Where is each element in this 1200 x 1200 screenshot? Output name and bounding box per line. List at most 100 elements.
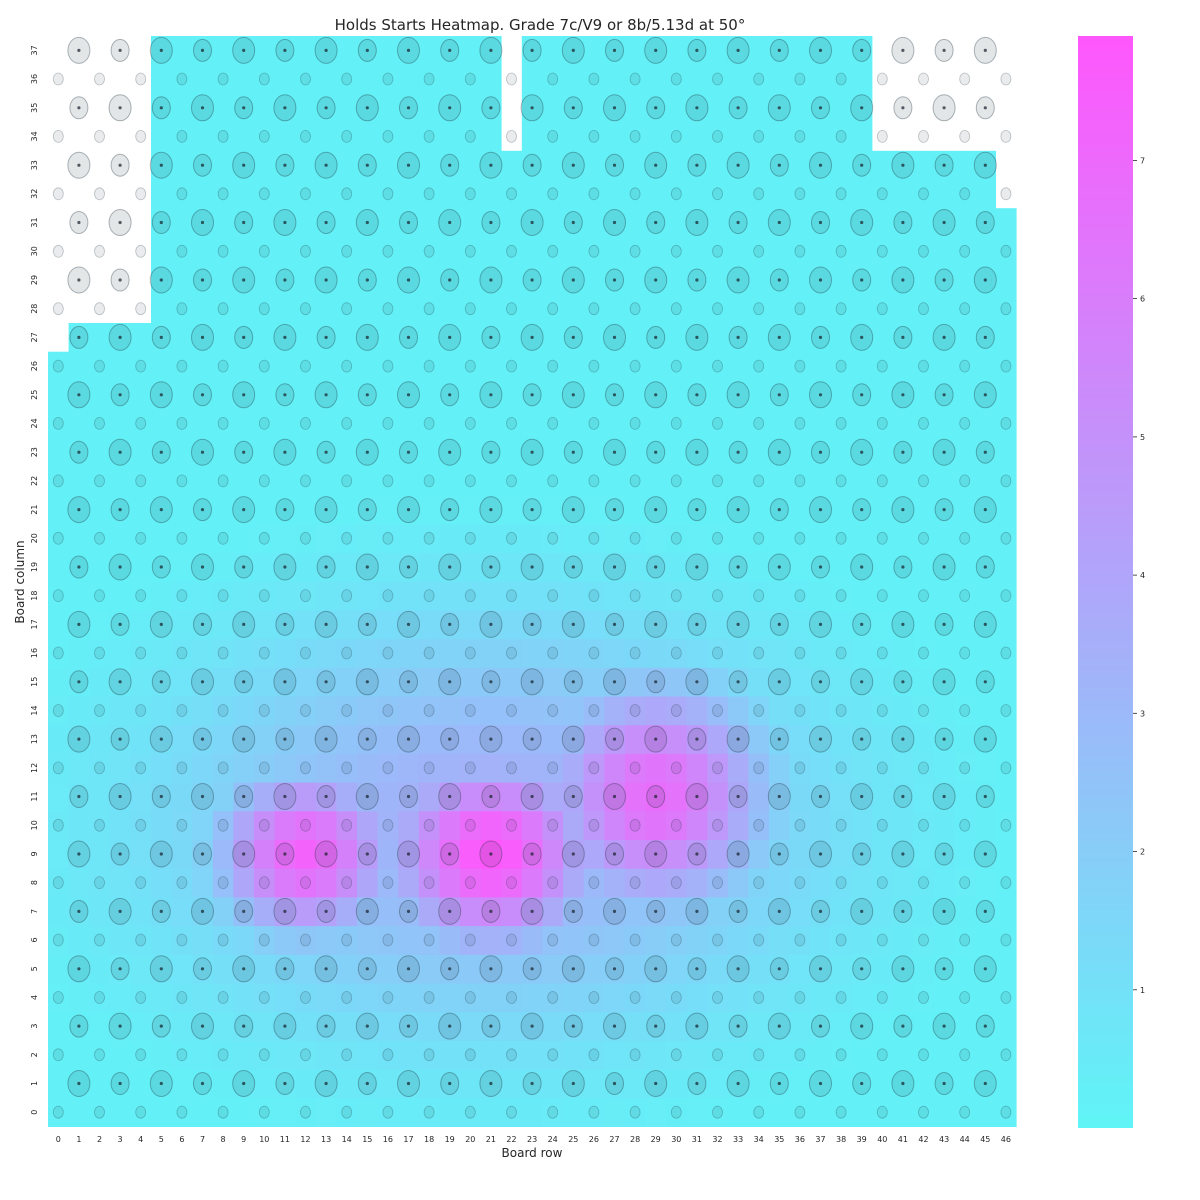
- heatmap-cell: [563, 581, 584, 611]
- foothold-icon: [176, 991, 188, 1004]
- foothold-icon: [588, 991, 600, 1004]
- hold-bolt-icon: [283, 450, 287, 454]
- foothold-icon: [217, 933, 229, 947]
- heatmap-cell: [954, 294, 976, 324]
- heatmap-cell: [480, 179, 502, 209]
- heatmap-cell: [501, 1011, 523, 1041]
- foothold-icon: [712, 359, 723, 373]
- foothold-icon: [629, 1105, 641, 1119]
- hold-bolt-icon: [324, 335, 328, 339]
- heatmap-cell: [439, 179, 461, 209]
- heatmap-cell: [274, 1040, 296, 1070]
- heatmap-cell: [151, 868, 172, 898]
- hold-bolt-icon: [77, 1081, 81, 1086]
- hold-bolt-icon: [200, 393, 205, 397]
- heatmap-cell: [624, 724, 646, 754]
- heatmap-cell: [48, 610, 69, 640]
- hold-bolt-icon: [118, 1024, 122, 1028]
- heatmap-cell: [583, 724, 605, 754]
- heatmap-cell: [995, 466, 1017, 496]
- heatmap-cell: [954, 552, 976, 582]
- heatmap-cell: [583, 523, 605, 553]
- heatmap-cell: [418, 925, 440, 955]
- foothold-icon: [258, 933, 270, 947]
- heatmap-cell: [769, 983, 790, 1013]
- heatmap-cell: [89, 839, 111, 869]
- hold-bolt-icon: [324, 852, 328, 856]
- heatmap-cell: [295, 495, 317, 525]
- heatmap-cell: [748, 409, 770, 439]
- heatmap-cell: [686, 868, 708, 898]
- hold-bolt-icon: [983, 1024, 987, 1028]
- x-tick-label: 33: [733, 1135, 743, 1144]
- heatmap-cell: [439, 1040, 461, 1070]
- heatmap-cell: [542, 839, 564, 869]
- heatmap-cell: [748, 64, 770, 94]
- heatmap-cell: [563, 753, 584, 783]
- heatmap-cell: [913, 581, 935, 611]
- hold-bolt-icon: [654, 393, 658, 397]
- foothold-icon: [753, 244, 765, 258]
- heatmap-cell: [192, 638, 214, 668]
- heatmap-cell: [171, 552, 193, 582]
- hold-bolt-icon: [654, 794, 658, 799]
- heatmap-cell: [460, 983, 481, 1013]
- heatmap-cell: [439, 638, 461, 668]
- foothold-icon: [423, 187, 435, 201]
- heatmap-cell: [171, 1040, 193, 1070]
- heatmap-cell: [769, 294, 790, 324]
- heatmap-cell: [501, 724, 523, 754]
- heatmap-cell: [274, 351, 296, 381]
- heatmap-cell: [439, 810, 461, 840]
- foothold-icon: [835, 72, 847, 86]
- heatmap-cell: [295, 610, 317, 640]
- heatmap-cell: [336, 1069, 358, 1099]
- heatmap-cell: [872, 208, 893, 238]
- heatmap-cell: [913, 1069, 935, 1099]
- heatmap-cell: [542, 294, 564, 324]
- foothold-icon: [918, 302, 929, 316]
- heatmap-cell: [933, 638, 955, 668]
- foothold-icon: [753, 72, 765, 86]
- heatmap-cell: [48, 954, 69, 984]
- heatmap-cell: [624, 983, 646, 1013]
- heatmap-cell: [954, 581, 976, 611]
- heatmap-cell: [377, 1011, 399, 1041]
- heatmap-cell: [851, 868, 873, 898]
- hold-bolt-icon: [159, 737, 163, 741]
- foothold-icon: [382, 991, 394, 1004]
- y-tick-label: 31: [30, 217, 39, 227]
- heatmap-cell: [501, 638, 523, 668]
- foothold-icon: [176, 1048, 188, 1062]
- foothold-icon: [1000, 704, 1012, 717]
- heatmap-cell: [707, 437, 729, 467]
- foothold-icon: [94, 818, 105, 832]
- foothold-icon: [176, 129, 188, 143]
- foothold-icon: [918, 818, 929, 832]
- heatmap-cell: [563, 810, 584, 840]
- heatmap-cell: [501, 179, 523, 209]
- hold-bolt-icon: [654, 48, 658, 53]
- heatmap-cell: [666, 1069, 687, 1099]
- foothold-icon: [588, 531, 600, 545]
- hold-bolt-icon: [159, 163, 163, 167]
- heatmap-cell: [460, 1097, 481, 1127]
- heatmap-cell: [830, 1040, 852, 1070]
- heatmap-cell: [377, 380, 399, 410]
- foothold-icon: [300, 761, 311, 775]
- heatmap-cell: [336, 610, 358, 640]
- heatmap-cell: [212, 897, 234, 927]
- foothold-icon: [135, 646, 147, 660]
- foothold-icon: [300, 589, 311, 602]
- heatmap-cell: [872, 294, 893, 324]
- hold-bolt-icon: [118, 794, 122, 799]
- foothold-icon: [94, 761, 105, 775]
- heatmap-cell: [542, 351, 564, 381]
- foothold-icon: [794, 818, 806, 832]
- heatmap-cell: [666, 351, 687, 381]
- y-tick-label: 10: [30, 820, 39, 830]
- heatmap-cell: [357, 868, 378, 898]
- foothold-icon: [547, 244, 559, 258]
- y-tick-label: 6: [30, 937, 39, 942]
- hold-bolt-icon: [365, 48, 369, 53]
